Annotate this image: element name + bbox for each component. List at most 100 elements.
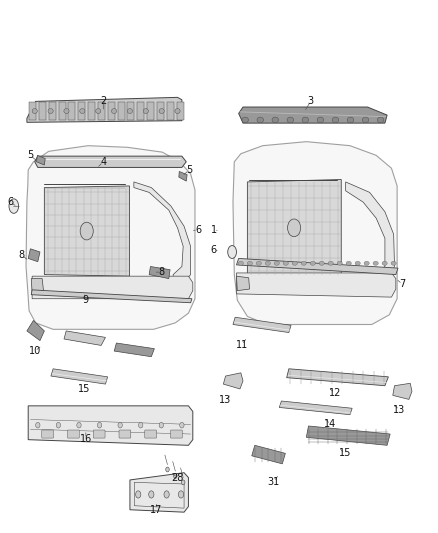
Ellipse shape [242,117,248,123]
Ellipse shape [319,261,325,265]
Text: 13: 13 [219,395,232,405]
Ellipse shape [118,422,122,428]
Polygon shape [29,102,36,120]
Polygon shape [27,98,182,122]
Polygon shape [78,102,85,120]
Ellipse shape [173,473,177,478]
Text: 15: 15 [78,384,90,394]
FancyBboxPatch shape [42,430,53,438]
Polygon shape [237,259,398,274]
Text: 7: 7 [399,279,406,289]
Ellipse shape [138,422,143,428]
Ellipse shape [274,261,279,265]
FancyBboxPatch shape [67,430,79,438]
Polygon shape [346,182,395,284]
Ellipse shape [317,117,324,123]
Text: 3: 3 [307,96,314,107]
Ellipse shape [382,261,387,265]
Ellipse shape [257,117,264,123]
Ellipse shape [228,246,237,259]
Polygon shape [223,373,243,389]
Ellipse shape [347,117,354,123]
Text: 6: 6 [211,245,217,255]
Ellipse shape [288,219,300,237]
Ellipse shape [302,117,309,123]
Polygon shape [127,102,134,120]
Polygon shape [88,102,95,120]
Ellipse shape [256,261,261,265]
Ellipse shape [373,261,378,265]
Polygon shape [237,273,396,297]
Ellipse shape [95,109,101,114]
Ellipse shape [332,117,339,123]
Ellipse shape [175,109,180,114]
Text: 14: 14 [324,419,336,430]
Text: 13: 13 [393,405,406,415]
Text: 6: 6 [7,197,14,207]
Polygon shape [44,186,130,276]
Ellipse shape [136,491,141,498]
Polygon shape [31,290,192,303]
Polygon shape [68,102,75,120]
Ellipse shape [159,109,164,114]
Ellipse shape [283,261,288,265]
Text: 10: 10 [28,346,41,356]
Text: 9: 9 [83,295,89,305]
Polygon shape [108,102,115,120]
Polygon shape [157,102,164,120]
Polygon shape [137,102,144,120]
Ellipse shape [143,109,148,114]
Text: 15: 15 [339,448,351,458]
Polygon shape [252,445,286,464]
Ellipse shape [310,261,315,265]
Polygon shape [177,102,184,120]
Text: 31: 31 [268,477,280,487]
Polygon shape [167,102,174,120]
Ellipse shape [377,117,384,123]
Polygon shape [28,249,40,262]
Ellipse shape [166,467,169,472]
Ellipse shape [159,422,163,428]
FancyBboxPatch shape [93,430,105,438]
Ellipse shape [355,261,360,265]
Polygon shape [39,102,46,120]
Ellipse shape [328,261,333,265]
Text: 17: 17 [149,505,162,515]
Ellipse shape [238,261,244,265]
Ellipse shape [64,109,69,114]
Polygon shape [130,473,188,512]
Ellipse shape [77,422,81,428]
Ellipse shape [272,117,279,123]
Ellipse shape [97,422,102,428]
Ellipse shape [292,261,297,265]
Polygon shape [27,320,44,341]
Text: 5: 5 [186,165,192,175]
Polygon shape [49,102,56,120]
Ellipse shape [35,422,40,428]
Ellipse shape [127,109,133,114]
Ellipse shape [301,261,306,265]
Text: 11: 11 [236,340,248,350]
Ellipse shape [337,261,343,265]
Polygon shape [28,406,193,445]
Ellipse shape [80,109,85,114]
Polygon shape [98,102,105,120]
Ellipse shape [287,117,293,123]
Text: 5: 5 [27,150,34,160]
Polygon shape [147,102,154,120]
Polygon shape [179,172,187,181]
Ellipse shape [56,422,60,428]
Polygon shape [36,155,45,165]
Polygon shape [35,156,186,167]
Text: 8: 8 [158,267,164,277]
Ellipse shape [48,109,53,114]
Polygon shape [59,102,66,120]
Ellipse shape [265,261,270,265]
Polygon shape [51,369,108,384]
Polygon shape [239,107,387,123]
Ellipse shape [346,261,351,265]
Polygon shape [32,276,193,298]
Polygon shape [393,383,412,399]
Ellipse shape [9,199,18,213]
Ellipse shape [80,222,93,240]
